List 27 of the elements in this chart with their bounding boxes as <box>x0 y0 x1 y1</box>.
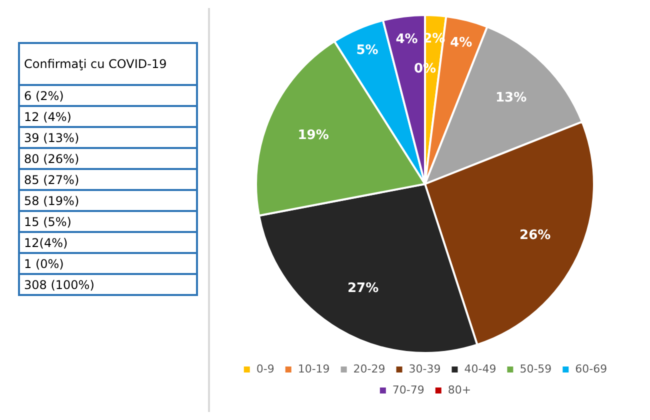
data-label: 19% <box>298 128 329 144</box>
legend-label: 40-49 <box>464 362 496 376</box>
text: 12 (4%) <box>19 106 197 127</box>
data-label: 5% <box>356 42 378 58</box>
legend-label: 30-39 <box>408 362 441 376</box>
legend-label: 70-79 <box>392 383 424 396</box>
text: 80 (26%) <box>19 148 197 169</box>
data-label: 26% <box>520 228 551 244</box>
data-label: 27% <box>347 281 379 296</box>
legend-label: 50-59 <box>520 362 552 376</box>
text: 15 (5%) <box>19 211 197 232</box>
text: 308 (100%) <box>19 274 197 295</box>
text: 58 (19%) <box>19 190 197 211</box>
text: 39 (13%) <box>19 127 197 148</box>
legend-label: 0-9 <box>256 362 274 376</box>
legend-label: 80+ <box>448 383 472 396</box>
text: Confirmaţi cu COVID-19 <box>19 43 197 85</box>
data-label: 4% <box>450 36 472 51</box>
text: 1 (0%) <box>19 253 197 274</box>
text: 12(4%) <box>19 232 197 253</box>
text: 85 (27%) <box>19 169 197 190</box>
legend-label: 10-19 <box>298 362 330 376</box>
text: 6 (2%) <box>19 85 197 106</box>
data-label: 4% <box>396 32 418 48</box>
data-label: 13% <box>495 90 527 106</box>
legend-label: 20-29 <box>353 362 386 376</box>
legend-label: 60-69 <box>575 362 608 376</box>
